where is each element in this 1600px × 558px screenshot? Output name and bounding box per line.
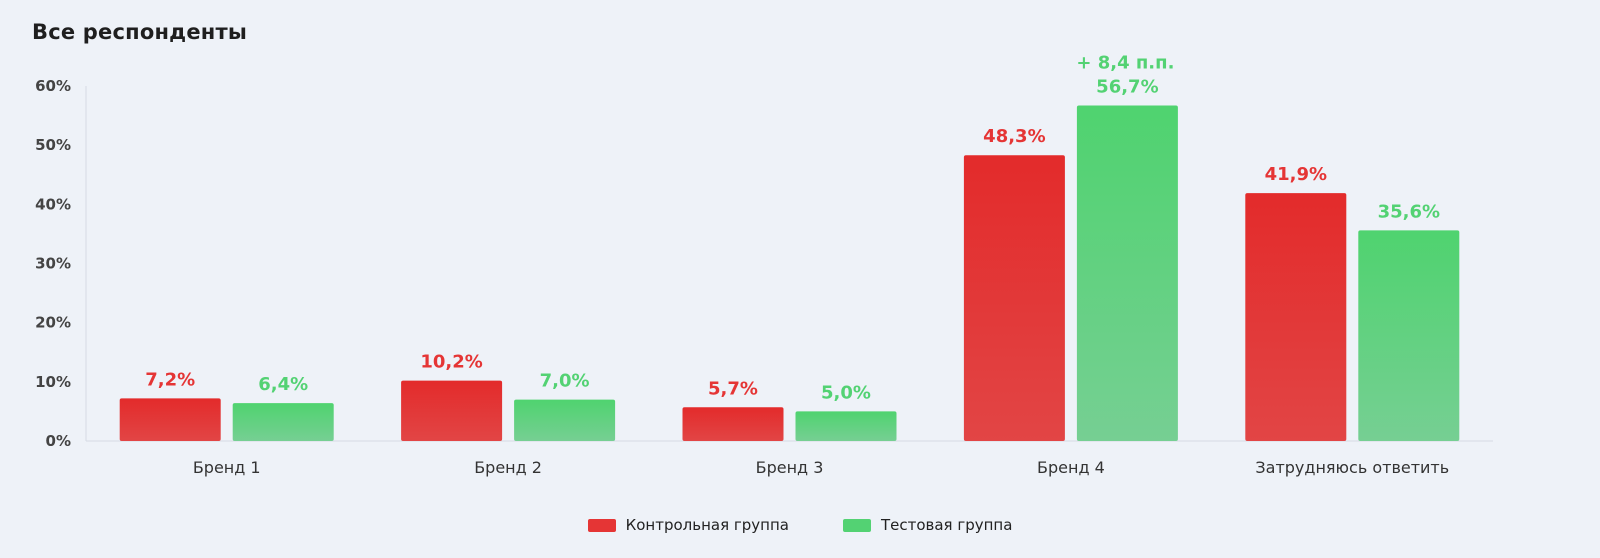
legend-item-test[interactable]: Тестовая группа [842, 516, 1013, 534]
data-label: 35,6% [1378, 201, 1440, 222]
data-label: 7,0% [540, 371, 590, 392]
y-tick-label: 50% [35, 136, 71, 154]
legend-swatch-test [842, 518, 871, 532]
x-tick-label: Бренд 2 [474, 458, 542, 477]
bar-test[interactable] [514, 399, 616, 441]
data-label: 5,7% [708, 378, 758, 399]
bar-test[interactable] [795, 411, 897, 441]
legend-label-test: Тестовая группа [880, 516, 1013, 534]
y-tick-label: 60% [35, 77, 71, 95]
data-label: 48,3% [983, 126, 1045, 147]
x-tick-label: Бренд 3 [756, 458, 824, 477]
data-label: 56,7% [1096, 77, 1158, 98]
x-tick-label: Затрудняюсь ответить [1255, 458, 1449, 477]
y-tick-label: 0% [46, 432, 71, 450]
bar-test[interactable] [1076, 105, 1178, 442]
x-tick-label: Бренд 4 [1037, 458, 1105, 477]
bar-test[interactable] [1358, 230, 1460, 441]
bar-control[interactable] [682, 407, 784, 441]
bar-control[interactable] [401, 380, 503, 441]
data-label: 5,0% [821, 382, 871, 403]
bar-chart: 0% 10% 20% 30% 40% 50% 60% Бренд 1 Бренд 2 Бренд … [35, 53, 1493, 477]
data-label: 7,2% [145, 369, 195, 390]
chart-axes: 0% 10% 20% 30% 40% 50% 60% Бренд 1 Бренд 2 Бренд … [35, 77, 1493, 477]
data-label: 6,4% [258, 374, 308, 395]
legend-label-control: Контрольная группа [625, 516, 789, 534]
legend-swatch-control [587, 518, 616, 532]
y-tick-label: 40% [35, 195, 71, 213]
annotation-delta: + 8,4 п.п. [1076, 53, 1174, 74]
bar-control[interactable] [1245, 193, 1347, 441]
chart-bars [119, 105, 1460, 442]
data-label: 10,2% [420, 352, 482, 373]
y-tick-label: 30% [35, 255, 71, 273]
y-tick-label: 10% [35, 373, 71, 391]
data-label: 41,9% [1265, 164, 1327, 185]
chart-title: Все респонденты [32, 20, 248, 44]
bar-control[interactable] [119, 398, 221, 441]
bar-test[interactable] [232, 403, 334, 441]
chart-labels: 7,2% 6,4% 10,2% 7,0% 5,7% 5,0% 48,3% 56,7% + 8,4… [145, 53, 1440, 404]
y-tick-label: 20% [35, 314, 71, 332]
bar-control[interactable] [963, 155, 1065, 441]
chart-legend: Контрольная группа Тестовая группа [0, 516, 1600, 534]
legend-item-control[interactable]: Контрольная группа [587, 516, 789, 534]
x-tick-label: Бренд 1 [193, 458, 261, 477]
